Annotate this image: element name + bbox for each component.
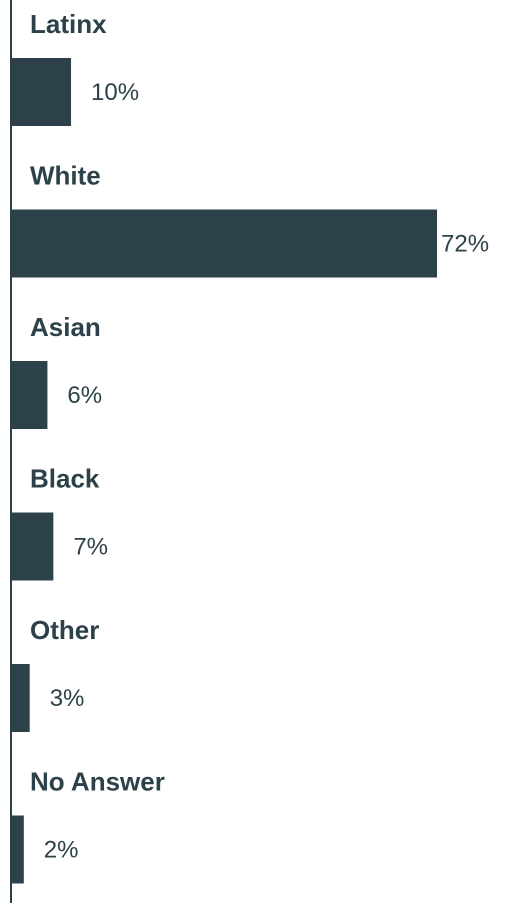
category-label-other: Other (30, 615, 99, 645)
value-label-asian: 6% (67, 382, 102, 409)
category-label-asian: Asian (30, 312, 101, 342)
value-label-latinx: 10% (91, 79, 139, 106)
bar-group: Latinx 10% White 72% Asian 6% Black 7% Other 3% No… (12, 9, 489, 884)
category-label-black: Black (30, 464, 100, 494)
bar-asian (12, 361, 48, 429)
bar-black (12, 512, 54, 581)
value-label-white: 72% (441, 231, 489, 258)
value-label-black: 7% (73, 534, 108, 561)
category-label-latinx: Latinx (30, 9, 107, 39)
bar-white (12, 209, 437, 278)
bar-other (12, 664, 30, 732)
category-label-no-answer: No Answer (30, 767, 165, 797)
bar-no-answer (12, 815, 24, 884)
value-label-no-answer: 2% (44, 837, 79, 864)
category-label-white: White (30, 161, 101, 191)
value-label-other: 3% (50, 685, 85, 712)
bar-latinx (12, 58, 72, 126)
